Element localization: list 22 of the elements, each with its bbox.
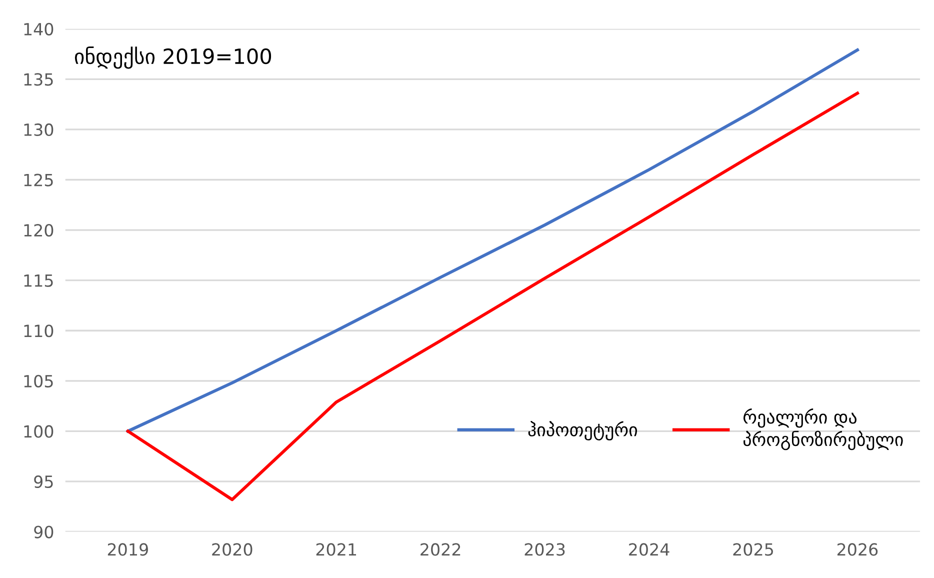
annotation: ინდექსი 2019=100 xyxy=(74,46,272,69)
y-tick-label: 100 xyxy=(24,425,54,438)
x-tick-label: 2024 xyxy=(629,543,670,556)
legend-label: ჰიპოთეტური xyxy=(528,421,638,440)
y-tick-label: 130 xyxy=(24,123,54,136)
legend-label: რეალური და პროგნოზირებული xyxy=(744,408,903,450)
y-tick-label: 115 xyxy=(24,274,53,287)
x-tick-label: 2023 xyxy=(524,543,565,556)
x-tick-label: 2026 xyxy=(837,543,878,556)
x-tick-label: 2021 xyxy=(316,543,356,556)
y-tick-label: 140 xyxy=(24,22,54,36)
x-tick-label: 2022 xyxy=(420,543,460,556)
x-tick-label: 2020 xyxy=(212,543,252,556)
y-tick-label: 125 xyxy=(24,174,53,186)
x-tick-label: 2019 xyxy=(108,543,148,556)
y-tick-label: 90 xyxy=(34,526,54,538)
y-tick-label: 120 xyxy=(24,224,54,237)
y-tick-label: 95 xyxy=(34,475,53,488)
x-tick-label: 2025 xyxy=(733,543,773,556)
y-tick-label: 135 xyxy=(24,73,53,86)
y-tick-label: 105 xyxy=(24,374,53,388)
y-tick-label: 110 xyxy=(24,324,54,338)
